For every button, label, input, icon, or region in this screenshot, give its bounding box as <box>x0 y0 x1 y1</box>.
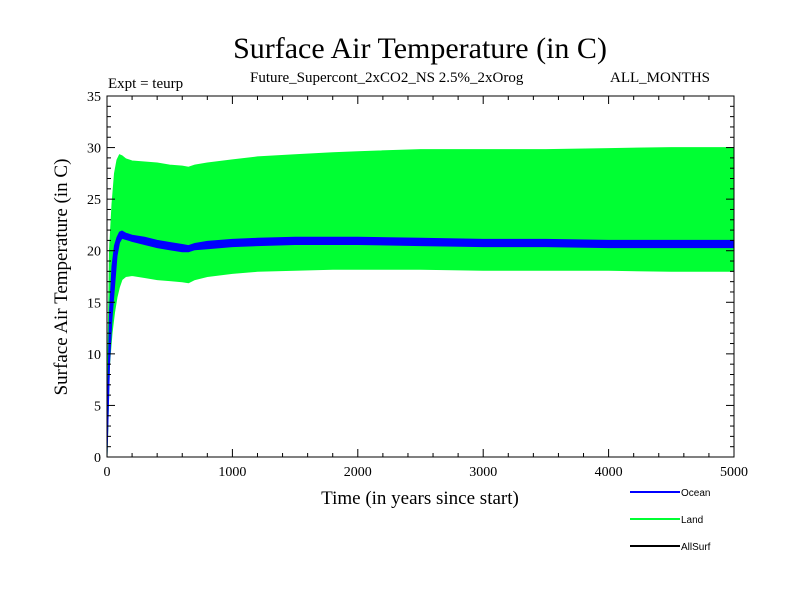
y-tick-label: 35 <box>87 90 101 105</box>
series-band-land <box>106 147 735 458</box>
x-tick-label: 3000 <box>469 465 497 480</box>
x-axis: 0 1000 2000 3000 4000 5000 <box>104 96 748 480</box>
legend-label-allsurf: AllSurf <box>681 542 711 553</box>
x-tick-label: 2000 <box>344 465 372 480</box>
expt-label: Expt = teurp <box>108 76 183 92</box>
plot-data-area <box>106 147 735 458</box>
x-tick-label: 5000 <box>720 465 748 480</box>
legend-label-ocean: Ocean <box>681 488 710 499</box>
y-tick-label: 15 <box>87 296 101 311</box>
chart-title: Surface Air Temperature (in C) <box>233 32 607 65</box>
x-tick-label: 4000 <box>595 465 623 480</box>
legend: Ocean Land AllSurf <box>630 488 711 553</box>
y-tick-label: 10 <box>87 348 101 363</box>
x-tick-label: 1000 <box>218 465 246 480</box>
y-axis: 0 5 10 15 20 25 30 35 <box>87 90 734 466</box>
y-tick-label: 30 <box>87 142 101 157</box>
y-tick-label: 20 <box>87 245 101 260</box>
y-tick-label: 0 <box>94 451 101 466</box>
y-tick-label: 25 <box>87 193 101 208</box>
plot-frame <box>106 95 735 458</box>
x-tick-label: 0 <box>104 465 111 480</box>
legend-label-land: Land <box>681 515 703 526</box>
x-axis-label: Time (in years since start) <box>321 488 519 509</box>
months-label: ALL_MONTHS <box>610 70 710 86</box>
y-axis-label: Surface Air Temperature (in C) <box>51 159 72 396</box>
y-tick-label: 5 <box>94 399 101 414</box>
chart-subtitle: Future_Supercont_2xCO2_NS 2.5%_2xOrog <box>250 70 524 86</box>
